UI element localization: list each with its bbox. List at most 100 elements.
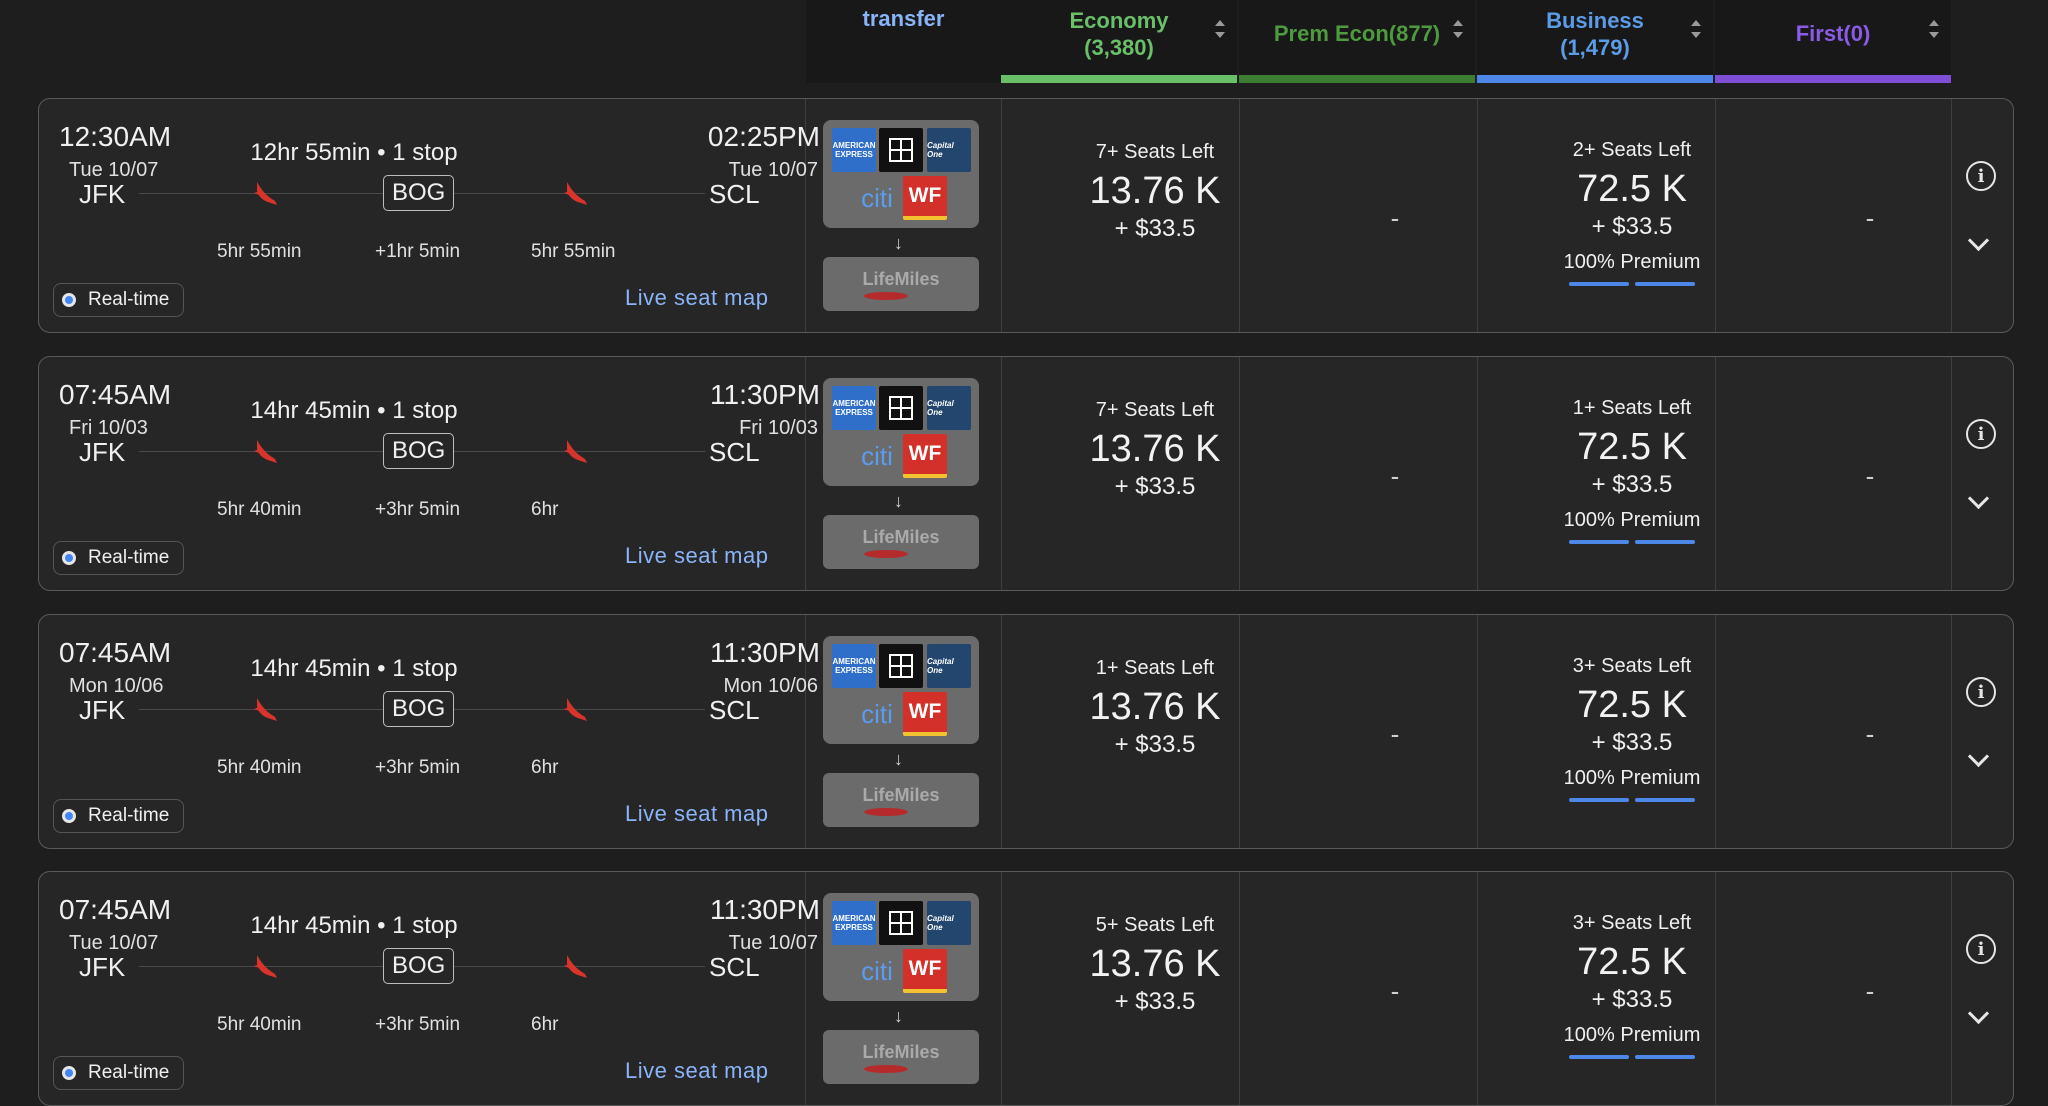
points-price: 72.5 K (1577, 168, 1687, 210)
lifemiles-program[interactable]: LifeMiles (823, 515, 979, 569)
divider (1715, 615, 1716, 848)
sort-icon[interactable] (1215, 20, 1225, 42)
first-unavailable: - (1865, 976, 1875, 1006)
destination-airport: SCL (705, 437, 764, 468)
transfer-partners[interactable]: AMERICAN EXPRESS Capital One citi WF (823, 636, 979, 744)
divider (1715, 357, 1716, 590)
economy-fare[interactable]: 1+ Seats Left 13.76 K + $33.5 (1037, 615, 1273, 759)
realtime-badge[interactable]: Real-time (53, 283, 185, 317)
citi-logo-icon: citi (861, 955, 893, 986)
first-unavailable: - (1865, 719, 1875, 749)
airline-logo-icon (561, 437, 591, 467)
divider (1001, 357, 1002, 590)
premium-percentage: 100% Premium (1563, 1024, 1701, 1046)
sort-icon[interactable] (1929, 20, 1939, 42)
info-icon[interactable]: i (1966, 161, 1996, 191)
realtime-badge[interactable]: Real-time (53, 541, 185, 575)
divider (805, 99, 806, 332)
economy-fare[interactable]: 7+ Seats Left 13.76 K + $33.5 (1037, 357, 1273, 501)
departure-time: 07:45AM (59, 379, 172, 410)
transfer-partners[interactable]: AMERICAN EXPRESS Capital One citi WF (823, 120, 979, 228)
arrow-down-icon: ↓ (894, 749, 903, 769)
fare-column-bar (1715, 75, 1951, 83)
transfer-partners[interactable]: AMERICAN EXPRESS Capital One citi WF (823, 378, 979, 486)
bilt-logo-icon (879, 644, 923, 688)
origin-airport: JFK (75, 437, 130, 468)
business-fare[interactable]: 1+ Seats Left 72.5 K + $33.5 100% Premiu… (1514, 357, 1750, 544)
economy-fare[interactable]: 5+ Seats Left 13.76 K + $33.5 (1037, 872, 1273, 1016)
sort-icon[interactable] (1691, 20, 1701, 42)
live-seat-map-link[interactable]: Live seat map (625, 1058, 769, 1083)
arrival-time: 11:30PM (710, 637, 820, 668)
flight-duration: 14hr 45min • 1 stop (250, 655, 458, 682)
segment-2-duration: 5hr 55min (531, 241, 616, 262)
amex-logo-icon: AMERICAN EXPRESS (832, 901, 876, 945)
transfer-partners[interactable]: AMERICAN EXPRESS Capital One citi WF (823, 893, 979, 1001)
radio-icon (62, 293, 76, 307)
business-fare[interactable]: 2+ Seats Left 72.5 K + $33.5 100% Premiu… (1514, 99, 1750, 286)
lifemiles-program[interactable]: LifeMiles (823, 1030, 979, 1084)
business-fare[interactable]: 3+ Seats Left 72.5 K + $33.5 100% Premiu… (1514, 615, 1750, 802)
realtime-badge[interactable]: Real-time (53, 799, 185, 833)
airline-logo-icon (251, 179, 281, 209)
divider (805, 615, 806, 848)
premium-percentage: 100% Premium (1563, 509, 1701, 531)
live-seat-map-link[interactable]: Live seat map (625, 285, 769, 310)
lifemiles-program[interactable]: LifeMiles (823, 773, 979, 827)
live-seat-map-link[interactable]: Live seat map (625, 801, 769, 826)
stop-airport: BOG (383, 175, 455, 211)
fare-column-header-3[interactable]: First(0) (1715, 0, 1951, 83)
lifemiles-swoosh-icon (864, 807, 908, 816)
cash-price: + $33.5 (1591, 213, 1673, 240)
divider (1001, 615, 1002, 848)
lifemiles-label: LifeMiles (862, 1041, 940, 1062)
divider (1477, 872, 1478, 1105)
fare-column-header-0[interactable]: Economy (3,380) (1001, 0, 1237, 83)
segment-1-duration: 5hr 40min (217, 499, 302, 520)
cash-price: + $33.5 (1114, 473, 1196, 500)
fare-column-bar (1239, 75, 1475, 83)
economy-fare[interactable]: 7+ Seats Left 13.76 K + $33.5 (1037, 99, 1273, 243)
divider (1239, 357, 1240, 590)
first-unavailable: - (1865, 461, 1875, 491)
live-seat-map-link[interactable]: Live seat map (625, 543, 769, 568)
lifemiles-swoosh-icon (864, 549, 908, 558)
info-icon[interactable]: i (1966, 677, 1996, 707)
origin-airport: JFK (75, 952, 130, 983)
seats-left: 3+ Seats Left (1572, 655, 1692, 677)
lifemiles-program[interactable]: LifeMiles (823, 257, 979, 311)
destination-airport: SCL (705, 179, 764, 210)
arrow-down-icon: ↓ (894, 233, 903, 253)
departure-time: 07:45AM (59, 894, 172, 925)
divider (1477, 615, 1478, 848)
points-price: 72.5 K (1577, 941, 1687, 983)
points-price: 13.76 K (1089, 428, 1221, 470)
cash-price: + $33.5 (1591, 729, 1673, 756)
premium-percentage: 100% Premium (1563, 767, 1701, 789)
business-fare[interactable]: 3+ Seats Left 72.5 K + $33.5 100% Premiu… (1514, 872, 1750, 1059)
flight-card[interactable]: 07:45AM Tue 10/07 14hr 45min • 1 stop 11… (38, 871, 2014, 1106)
departure-date: Tue 10/07 (69, 159, 159, 181)
flight-card[interactable]: 07:45AM Mon 10/06 14hr 45min • 1 stop 11… (38, 614, 2014, 849)
layover-duration: +3hr 5min (375, 757, 461, 778)
flight-card[interactable]: 07:45AM Fri 10/03 14hr 45min • 1 stop 11… (38, 356, 2014, 591)
info-icon[interactable]: i (1966, 934, 1996, 964)
divider (805, 357, 806, 590)
arrival-date: Tue 10/07 (728, 159, 818, 181)
radio-icon (62, 551, 76, 565)
flight-card[interactable]: 12:30AM Tue 10/07 12hr 55min • 1 stop 02… (38, 98, 2014, 333)
arrival-date: Fri 10/03 (739, 417, 818, 439)
transfer-header: transfer (806, 0, 1001, 83)
realtime-badge[interactable]: Real-time (53, 1056, 185, 1090)
segment-1-duration: 5hr 40min (217, 1014, 302, 1035)
prem-econ-unavailable: - (1390, 719, 1400, 749)
sort-icon[interactable] (1453, 20, 1463, 42)
premium-bars (1514, 282, 1750, 286)
info-icon[interactable]: i (1966, 419, 1996, 449)
seats-left: 1+ Seats Left (1095, 657, 1215, 679)
lifemiles-swoosh-icon (864, 291, 908, 300)
seats-left: 1+ Seats Left (1572, 397, 1692, 419)
prem-econ-unavailable: - (1390, 976, 1400, 1006)
fare-column-header-1[interactable]: Prem Econ(877) (1239, 0, 1475, 83)
fare-column-header-2[interactable]: Business (1,479) (1477, 0, 1713, 83)
